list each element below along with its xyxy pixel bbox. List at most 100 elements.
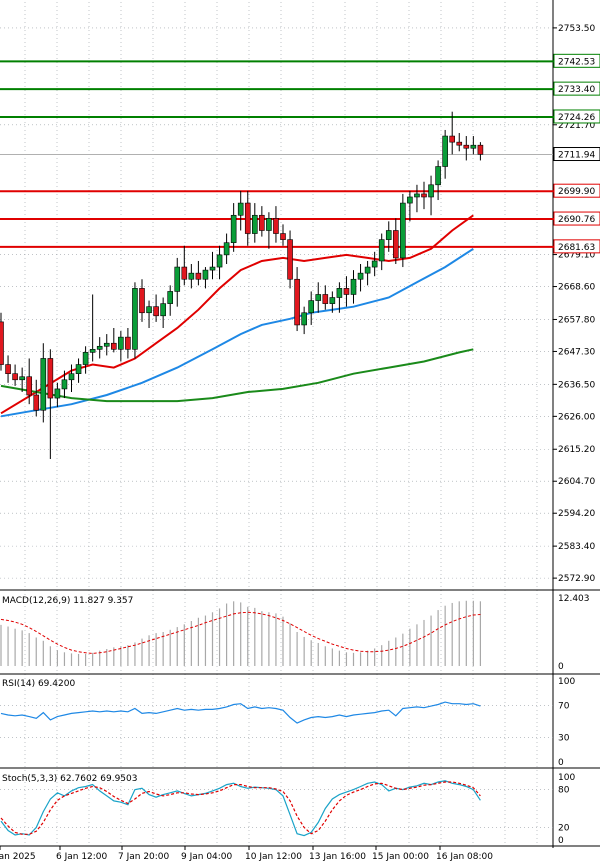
price-level-box	[553, 211, 600, 226]
price-tick-label: 2604.70	[558, 477, 595, 487]
candle-body	[146, 306, 152, 314]
candle-body	[61, 379, 68, 390]
candle-body	[54, 388, 61, 399]
candle-body	[259, 214, 265, 231]
candle-body	[315, 294, 322, 301]
candle-body	[392, 230, 399, 259]
stoch-title: Stoch(5,3,3) 62.7602 69.9503	[2, 774, 137, 784]
candle-body	[470, 144, 477, 149]
candle-body	[280, 233, 286, 240]
candle-body	[294, 278, 300, 326]
stoch-tick-label: 100	[558, 773, 575, 783]
candle-body	[237, 202, 244, 216]
price-level-label: 2742.53	[558, 57, 595, 67]
candle-body	[40, 358, 47, 411]
price-axis-ticks: 2753.50 2742.53 2733.40 2724.262721.70 2711.…	[553, 24, 595, 584]
candle-body	[428, 184, 434, 198]
candle-body	[209, 266, 216, 271]
candle-body	[174, 266, 181, 292]
stoch-tick-label: 0	[558, 836, 564, 846]
candle-body	[216, 254, 223, 268]
time-tick-label: 7 Jan 20:00	[118, 852, 170, 862]
price-tick-label: 2583.40	[558, 542, 595, 552]
candle-body	[308, 300, 315, 314]
candle-body	[153, 306, 159, 317]
stoch-tick-label: 80	[558, 786, 570, 796]
candle-body	[449, 135, 456, 143]
moving-average-line	[0, 348, 474, 403]
candle-body	[103, 342, 110, 347]
candle-body	[463, 144, 470, 149]
candle-body	[19, 376, 25, 381]
candle-body	[407, 196, 413, 204]
candle-body	[371, 260, 378, 268]
price-level-box	[553, 183, 600, 198]
candle-body	[343, 288, 350, 295]
candle-body	[5, 364, 11, 374]
price-level-box	[553, 81, 600, 96]
time-tick-label: 9 Jan 04:00	[181, 852, 233, 862]
rsi-title: RSI(14) 69.4200	[2, 679, 75, 689]
price-tick-label: 2615.20	[558, 445, 595, 455]
candle-body	[385, 230, 392, 240]
stoch-d-line	[0, 781, 481, 835]
candle-body	[477, 144, 484, 155]
price-level-label: 2681.63	[558, 243, 595, 253]
price-level-label: 2733.40	[558, 85, 595, 95]
candle-body	[125, 336, 131, 350]
price-level-box	[553, 109, 600, 124]
price-tick-label: 2721.70	[558, 121, 595, 131]
price-level-box	[553, 53, 600, 68]
candle-body	[400, 202, 406, 259]
rsi-tick-label: 0	[558, 758, 564, 768]
price-tick-label: 2594.20	[558, 509, 595, 519]
candle-body	[12, 373, 18, 381]
time-tick-label: 10 Jan 12:00	[245, 852, 302, 862]
rsi-panel: RSI(14) 69.4200 100 70 30 0	[0, 677, 575, 768]
time-tick-label: 13 Jan 16:00	[309, 852, 366, 862]
candle-body	[68, 373, 75, 381]
rsi-tick-label: 70	[558, 701, 570, 711]
macd-title: MACD(12,26,9) 11.827 9.357	[2, 596, 133, 606]
candle-body	[364, 266, 371, 274]
price-level-label: 2690.76	[558, 215, 595, 225]
candle-body	[160, 303, 166, 317]
candle-body	[329, 297, 336, 304]
candle-body	[273, 218, 279, 234]
candle-body	[0, 321, 4, 365]
candle-body	[230, 214, 237, 243]
moving-averages	[0, 214, 474, 418]
candle-body	[435, 166, 441, 186]
rsi-tick-label: 30	[558, 734, 570, 744]
macd-signal-line	[0, 611, 481, 654]
price-tick-label: 2636.50	[558, 380, 595, 390]
price-tick-label: 2753.50	[558, 24, 595, 34]
candle-body	[96, 345, 103, 350]
rsi-line	[0, 701, 481, 724]
candle-body	[287, 239, 293, 280]
candle-body	[322, 294, 329, 304]
candles	[0, 111, 484, 459]
price-tick-label: 2626.00	[558, 412, 595, 422]
candle-body	[336, 288, 343, 298]
current-price-label: 2711.94	[558, 151, 595, 161]
price-tick-label: 2647.30	[558, 347, 595, 357]
price-levels: 2742.53 2733.40 2724.26 2699.90 2690.76 2681.…	[0, 53, 600, 254]
rsi-tick-label: 100	[558, 677, 575, 687]
moving-average-line	[0, 247, 474, 418]
candle-body	[139, 288, 145, 314]
stoch-panel: Stoch(5,3,3) 62.7602 69.9503 100 80 20 0	[0, 773, 575, 846]
candle-body	[82, 352, 89, 365]
price-level-label: 2699.90	[558, 187, 595, 197]
candle-body	[456, 141, 463, 146]
price-tick-label: 2657.80	[558, 315, 595, 325]
candle-body	[350, 278, 357, 295]
macd-panel: MACD(12,26,9) 11.827 9.357 12.403 0	[0, 594, 590, 672]
candle-body	[442, 135, 448, 167]
candle-body	[89, 349, 96, 353]
candle-body	[266, 218, 272, 231]
candle-body	[188, 272, 195, 280]
candle-body	[33, 394, 40, 411]
price-level-box	[553, 239, 600, 254]
